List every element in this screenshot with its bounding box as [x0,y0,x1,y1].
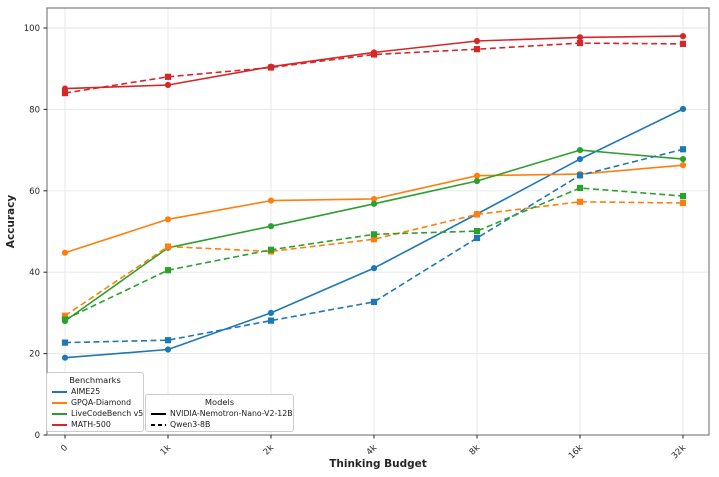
marker-livecodebench-v5-nvidia-nemotron-nano-v2-12b [679,155,687,163]
marker-livecodebench-v5-qwen3-8b [164,267,172,274]
legend-item-qwen3-8b: Qwen3-8B [151,419,288,430]
marker-aime25-qwen3-8b [267,317,275,324]
marker-math-500-qwen3-8b [576,39,584,47]
x-tick-label: 1k [159,443,173,457]
marker-gpqa-diamond-qwen3-8b [61,312,69,319]
legend-item-label: GPQA-Diamond [71,398,132,407]
legend-models-title: Models [204,397,235,407]
marker-math-500-qwen3-8b [679,40,687,47]
y-tick-label: 20 [29,350,40,360]
marker-livecodebench-v5-qwen3-8b [576,184,584,192]
marker-math-500-qwen3-8b [473,46,481,53]
marker-livecodebench-v5-qwen3-8b [267,246,275,253]
marker-livecodebench-v5-nvidia-nemotron-nano-v2-12b [473,177,481,185]
marker-math-500-qwen3-8b [267,64,275,71]
marker-aime25-qwen3-8b [164,337,172,344]
marker-gpqa-diamond-nvidia-nemotron-nano-v2-12b [164,216,172,223]
marker-livecodebench-v5-nvidia-nemotron-nano-v2-12b [576,147,584,154]
x-tick-label: 8k [468,443,482,457]
marker-gpqa-diamond-qwen3-8b [679,199,687,207]
math-500-line-swatch [52,423,67,426]
marker-gpqa-diamond-nvidia-nemotron-nano-v2-12b [61,249,69,256]
legend-item-math-500: MATH-500 [52,419,138,430]
legend-item-label: AIME25 [71,387,101,396]
marker-livecodebench-v5-nvidia-nemotron-nano-v2-12b [267,223,275,230]
marker-livecodebench-v5-qwen3-8b [473,227,481,235]
x-tick-label: 4k [365,443,379,457]
legend-item-nemotron: NVIDIA-Nemotron-Nano-V2-12B [151,408,293,419]
marker-aime25-qwen3-8b [576,172,584,179]
x-axis-label: Thinking Budget [329,458,427,470]
marker-aime25-qwen3-8b [370,298,378,306]
gpqa-diamond-line-swatch [52,401,67,404]
y-tick-label: 80 [29,105,40,115]
marker-math-500-nvidia-nemotron-nano-v2-12b [473,37,481,45]
plot-border [46,7,710,436]
legend-item-label: LiveCodeBench v5 [71,409,144,418]
y-tick-label: 0 [35,431,40,441]
legend-benchmarks-title: Benchmarks [69,375,121,385]
x-tick-label: 16k [567,443,585,461]
legend-benchmarks: Benchmarks AIME25 GPQA-Diamond LiveCodeB… [46,372,144,432]
marker-gpqa-diamond-qwen3-8b [370,236,378,243]
marker-math-500-nvidia-nemotron-nano-v2-12b [576,34,584,41]
y-tick-label: 40 [29,268,40,278]
marker-aime25-qwen3-8b [679,146,687,153]
y-tick-label: 60 [29,187,40,197]
dashed-line-swatch [151,423,166,426]
solid-line-swatch [151,412,166,415]
marker-aime25-qwen3-8b [61,339,69,346]
marker-aime25-nvidia-nemotron-nano-v2-12b [267,309,275,316]
legend-item-label: MATH-500 [71,420,111,429]
livecodebench-line-swatch [52,412,67,415]
y-axis-label: Accuracy [5,195,17,249]
marker-livecodebench-v5-qwen3-8b [370,231,378,238]
marker-gpqa-diamond-qwen3-8b [576,198,584,205]
marker-math-500-qwen3-8b [61,90,69,97]
marker-gpqa-diamond-qwen3-8b [164,243,172,250]
marker-gpqa-diamond-nvidia-nemotron-nano-v2-12b [473,172,481,179]
legend-item-label: Qwen3-8B [170,420,211,429]
marker-math-500-qwen3-8b [370,51,378,58]
marker-gpqa-diamond-qwen3-8b [473,211,481,218]
marker-math-500-nvidia-nemotron-nano-v2-12b [679,33,687,40]
marker-aime25-nvidia-nemotron-nano-v2-12b [61,354,69,361]
x-tick-label: 32k [670,443,688,461]
legend-models: Models NVIDIA-Nemotron-Nano-V2-12B Qwen3… [145,394,294,432]
marker-aime25-nvidia-nemotron-nano-v2-12b [164,346,172,353]
legend-item-aime25: AIME25 [52,386,138,397]
legend-item-label: NVIDIA-Nemotron-Nano-V2-12B [170,409,293,418]
marker-aime25-nvidia-nemotron-nano-v2-12b [576,155,584,163]
y-tick-label: 100 [24,24,40,34]
marker-gpqa-diamond-nvidia-nemotron-nano-v2-12b [370,195,378,203]
aime25-line-swatch [52,390,67,393]
marker-gpqa-diamond-nvidia-nemotron-nano-v2-12b [267,197,275,204]
legend-item-gpqa-diamond: GPQA-Diamond [52,397,138,408]
marker-gpqa-diamond-nvidia-nemotron-nano-v2-12b [679,162,687,169]
marker-math-500-nvidia-nemotron-nano-v2-12b [164,81,172,89]
x-tick-label: 0 [59,443,70,454]
marker-livecodebench-v5-qwen3-8b [61,316,69,323]
legend-item-livecodebench-v5: LiveCodeBench v5 [52,408,143,419]
marker-aime25-nvidia-nemotron-nano-v2-12b [679,105,687,113]
x-tick-label: 2k [262,443,276,457]
marker-livecodebench-v5-nvidia-nemotron-nano-v2-12b [370,200,378,207]
marker-livecodebench-v5-qwen3-8b [679,192,687,200]
marker-math-500-qwen3-8b [164,73,172,80]
marker-aime25-nvidia-nemotron-nano-v2-12b [370,265,378,272]
marker-aime25-qwen3-8b [473,234,481,242]
